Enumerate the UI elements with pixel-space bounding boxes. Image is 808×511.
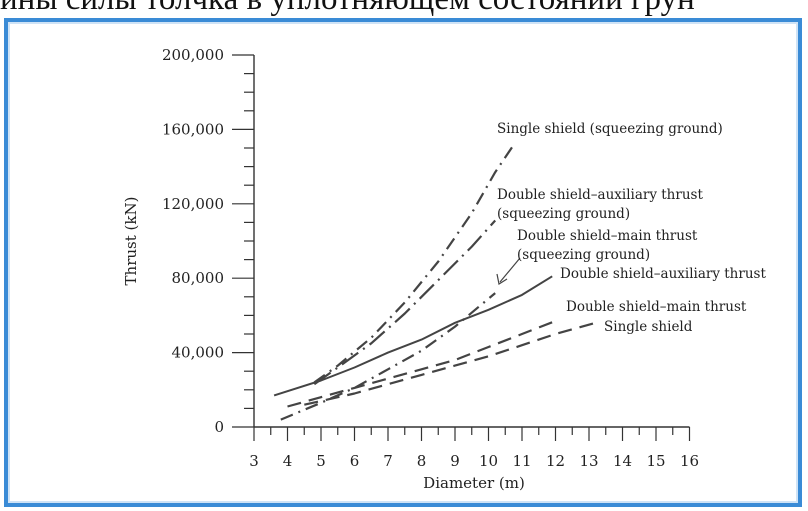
x-tick-label: 8 bbox=[417, 452, 427, 470]
x-tick-label: 5 bbox=[316, 452, 326, 470]
x-tick-label: 13 bbox=[579, 452, 598, 470]
x-axis-title: Diameter (m) bbox=[423, 474, 525, 492]
series-annotation: Single shield bbox=[604, 319, 693, 335]
series-annotation: Double shield–main thrust bbox=[517, 228, 698, 244]
x-tick-label: 10 bbox=[479, 452, 498, 470]
x-tick-label: 4 bbox=[283, 452, 293, 470]
y-tick-label: 0 bbox=[214, 418, 224, 436]
series-line-1 bbox=[313, 141, 517, 384]
y-tick-label: 80,000 bbox=[172, 269, 225, 287]
series-annotation: (squeezing ground) bbox=[497, 206, 630, 222]
series-annotation: Double shield–auxiliary thrust bbox=[497, 187, 703, 203]
series-line-5 bbox=[287, 319, 556, 408]
series-line-2 bbox=[313, 219, 497, 386]
series-annotation: Double shield–auxiliary thrust bbox=[560, 266, 766, 282]
x-tick-label: 9 bbox=[450, 452, 460, 470]
annotation-arrow-shaft bbox=[499, 257, 521, 283]
y-tick-label: 40,000 bbox=[172, 344, 225, 362]
header-text: ины силы толчка в уплотняющем состоянии … bbox=[0, 0, 808, 19]
figure-frame bbox=[4, 18, 802, 507]
series-annotation: Double shield–main thrust bbox=[566, 299, 747, 315]
series-line-3 bbox=[280, 292, 496, 421]
chart-axes: 0 40,000 80,000 120,000 160,000 200,000 3 4 5 6 7 8… bbox=[122, 46, 699, 492]
x-tick-label: 14 bbox=[613, 452, 632, 470]
x-tick-label: 7 bbox=[383, 452, 393, 470]
annotation-arrow-head bbox=[496, 273, 508, 285]
x-tick-label: 12 bbox=[546, 452, 565, 470]
y-tick-label: 160,000 bbox=[162, 120, 224, 138]
y-tick-label: 120,000 bbox=[162, 195, 224, 213]
x-tick-label: 3 bbox=[249, 452, 259, 470]
series-annotation: (squeezing ground) bbox=[517, 247, 650, 263]
series-line-6 bbox=[304, 321, 596, 406]
x-tick-label: 11 bbox=[512, 452, 531, 470]
chart-series bbox=[273, 141, 596, 421]
y-tick-label: 200,000 bbox=[162, 46, 224, 64]
series-annotation: Single shield (squeezing ground) bbox=[497, 121, 723, 137]
x-tick-label: 6 bbox=[350, 452, 360, 470]
chart-annotations: Single shield (squeezing ground) Double s… bbox=[497, 121, 766, 335]
y-axis-title: Thrust (kN) bbox=[122, 197, 140, 286]
series-line-4 bbox=[273, 275, 553, 397]
x-tick-label: 15 bbox=[646, 452, 665, 470]
x-tick-label: 16 bbox=[680, 452, 699, 470]
